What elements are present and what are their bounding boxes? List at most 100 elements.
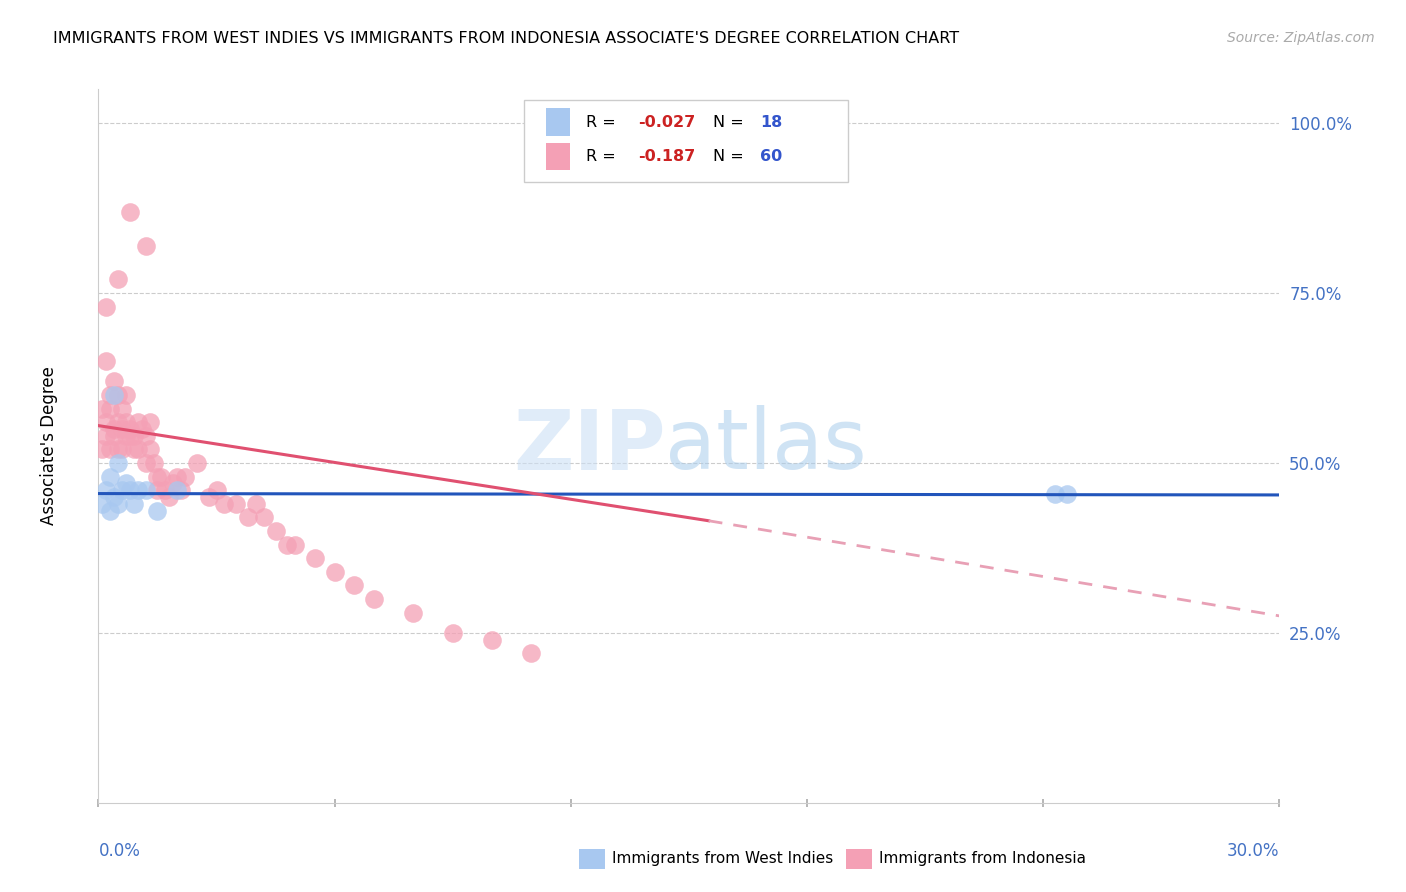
Point	[107, 388, 129, 402]
Point	[142, 456, 165, 470]
Point	[96, 354, 118, 368]
Point	[205, 483, 228, 498]
FancyBboxPatch shape	[523, 100, 848, 182]
Point	[157, 490, 180, 504]
Point	[115, 476, 138, 491]
Point	[96, 415, 118, 429]
Point	[115, 429, 138, 443]
Point	[91, 401, 114, 416]
Text: ZIP: ZIP	[513, 406, 665, 486]
Point	[135, 238, 157, 252]
Point	[103, 490, 125, 504]
Point	[107, 456, 129, 470]
Text: R =: R =	[586, 114, 621, 129]
Point	[135, 429, 157, 443]
Point	[402, 606, 425, 620]
Point	[343, 578, 366, 592]
Point	[131, 422, 153, 436]
Text: -0.187: -0.187	[638, 149, 696, 164]
Text: atlas: atlas	[665, 406, 868, 486]
Point	[150, 469, 173, 483]
Point	[1043, 486, 1066, 500]
Point	[1056, 486, 1078, 500]
Point	[91, 497, 114, 511]
Point	[111, 422, 134, 436]
Point	[111, 401, 134, 416]
Point	[107, 272, 129, 286]
Point	[323, 565, 346, 579]
Point	[118, 429, 141, 443]
Text: N =: N =	[713, 114, 748, 129]
Point	[107, 415, 129, 429]
Text: Immigrants from West Indies: Immigrants from West Indies	[612, 851, 832, 865]
Point	[118, 483, 141, 498]
Point	[304, 551, 326, 566]
Point	[146, 503, 169, 517]
Point	[146, 469, 169, 483]
Text: 60: 60	[759, 149, 782, 164]
Point	[103, 388, 125, 402]
Point	[284, 537, 307, 551]
Point	[520, 646, 543, 660]
Point	[127, 483, 149, 498]
Text: 30.0%: 30.0%	[1227, 842, 1279, 860]
Point	[174, 469, 197, 483]
Point	[122, 429, 145, 443]
Point	[253, 510, 276, 524]
Point	[107, 497, 129, 511]
Point	[127, 442, 149, 457]
Point	[135, 456, 157, 470]
Point	[127, 415, 149, 429]
FancyBboxPatch shape	[546, 143, 569, 169]
Point	[103, 429, 125, 443]
Text: -0.027: -0.027	[638, 114, 696, 129]
Text: Source: ZipAtlas.com: Source: ZipAtlas.com	[1227, 31, 1375, 45]
Point	[98, 388, 121, 402]
FancyBboxPatch shape	[546, 109, 569, 136]
Point	[122, 442, 145, 457]
Point	[481, 632, 503, 647]
Point	[264, 524, 287, 538]
Text: 0.0%: 0.0%	[98, 842, 141, 860]
Point	[103, 375, 125, 389]
Point	[91, 442, 114, 457]
Point	[225, 497, 247, 511]
Point	[170, 483, 193, 498]
Point	[111, 483, 134, 498]
Text: Associate's Degree: Associate's Degree	[39, 367, 58, 525]
Point	[146, 483, 169, 498]
Point	[98, 469, 121, 483]
Point	[107, 442, 129, 457]
Point	[98, 401, 121, 416]
Point	[155, 483, 177, 498]
Point	[166, 469, 188, 483]
Point	[135, 483, 157, 498]
Point	[245, 497, 267, 511]
Point	[276, 537, 298, 551]
Point	[118, 422, 141, 436]
Point	[197, 490, 219, 504]
Point	[122, 497, 145, 511]
Point	[111, 442, 134, 457]
Point	[96, 300, 118, 314]
Point	[441, 626, 464, 640]
Text: IMMIGRANTS FROM WEST INDIES VS IMMIGRANTS FROM INDONESIA ASSOCIATE'S DEGREE CORR: IMMIGRANTS FROM WEST INDIES VS IMMIGRANT…	[53, 31, 959, 46]
Point	[363, 591, 385, 606]
Text: R =: R =	[586, 149, 621, 164]
Point	[236, 510, 259, 524]
Text: Immigrants from Indonesia: Immigrants from Indonesia	[879, 851, 1085, 865]
Text: N =: N =	[713, 149, 748, 164]
Point	[103, 422, 125, 436]
Point	[138, 442, 160, 457]
Point	[98, 442, 121, 457]
Point	[118, 204, 141, 219]
Point	[166, 483, 188, 498]
Point	[96, 483, 118, 498]
Point	[214, 497, 236, 511]
Point	[138, 415, 160, 429]
Point	[115, 415, 138, 429]
Point	[162, 476, 184, 491]
Point	[96, 429, 118, 443]
Point	[98, 503, 121, 517]
Point	[115, 388, 138, 402]
